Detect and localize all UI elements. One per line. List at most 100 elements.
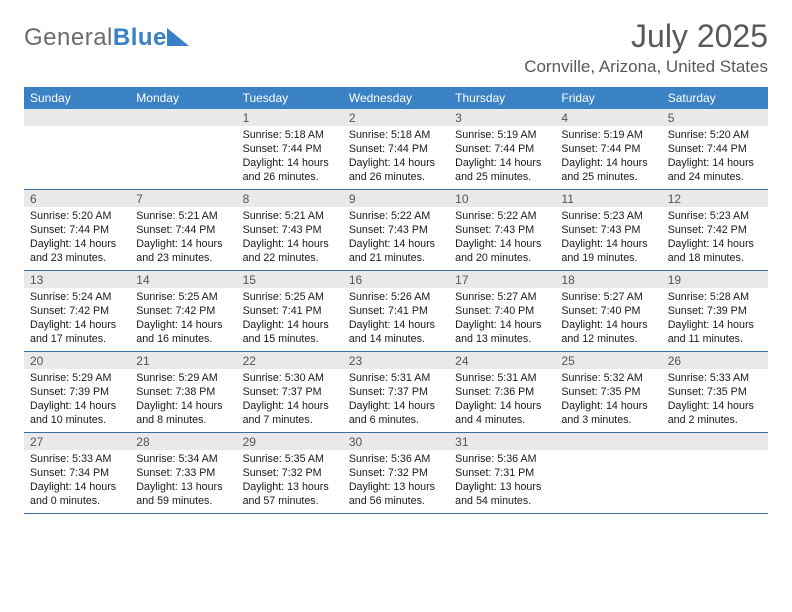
- daylight-line: Daylight: 13 hours and 57 minutes.: [243, 480, 339, 508]
- day-number: 20: [24, 352, 130, 369]
- weekday-label: Saturday: [662, 87, 768, 109]
- daylight-line: Daylight: 14 hours and 19 minutes.: [561, 237, 657, 265]
- day-details: Sunrise: 5:34 AMSunset: 7:33 PMDaylight:…: [130, 450, 236, 513]
- day-number: 16: [343, 271, 449, 288]
- calendar-day: 12Sunrise: 5:23 AMSunset: 7:42 PMDayligh…: [662, 190, 768, 270]
- sunrise-line: Sunrise: 5:30 AM: [243, 371, 339, 385]
- sunset-line: Sunset: 7:36 PM: [455, 385, 551, 399]
- sunrise-line: Sunrise: 5:36 AM: [455, 452, 551, 466]
- weekday-header-row: SundayMondayTuesdayWednesdayThursdayFrid…: [24, 87, 768, 109]
- day-details: Sunrise: 5:25 AMSunset: 7:42 PMDaylight:…: [130, 288, 236, 351]
- sunrise-line: Sunrise: 5:24 AM: [30, 290, 126, 304]
- calendar-day: 23Sunrise: 5:31 AMSunset: 7:37 PMDayligh…: [343, 352, 449, 432]
- sunrise-line: Sunrise: 5:31 AM: [455, 371, 551, 385]
- sunrise-line: Sunrise: 5:35 AM: [243, 452, 339, 466]
- day-number: 22: [237, 352, 343, 369]
- day-number: 26: [662, 352, 768, 369]
- day-number: 15: [237, 271, 343, 288]
- sunset-line: Sunset: 7:32 PM: [349, 466, 445, 480]
- day-number: 4: [555, 109, 661, 126]
- sunset-line: Sunset: 7:44 PM: [455, 142, 551, 156]
- daylight-line: Daylight: 14 hours and 10 minutes.: [30, 399, 126, 427]
- sunset-line: Sunset: 7:41 PM: [243, 304, 339, 318]
- day-number: [662, 433, 768, 450]
- sunset-line: Sunset: 7:33 PM: [136, 466, 232, 480]
- calendar: SundayMondayTuesdayWednesdayThursdayFrid…: [24, 87, 768, 514]
- day-number: [130, 109, 236, 126]
- calendar-day-empty: [24, 109, 130, 189]
- day-number: 10: [449, 190, 555, 207]
- day-number: 18: [555, 271, 661, 288]
- calendar-day: 31Sunrise: 5:36 AMSunset: 7:31 PMDayligh…: [449, 433, 555, 513]
- sunrise-line: Sunrise: 5:32 AM: [561, 371, 657, 385]
- sunset-line: Sunset: 7:42 PM: [30, 304, 126, 318]
- sunset-line: Sunset: 7:40 PM: [455, 304, 551, 318]
- daylight-line: Daylight: 14 hours and 7 minutes.: [243, 399, 339, 427]
- sunset-line: Sunset: 7:39 PM: [30, 385, 126, 399]
- day-number: 17: [449, 271, 555, 288]
- sunrise-line: Sunrise: 5:28 AM: [668, 290, 764, 304]
- sunset-line: Sunset: 7:38 PM: [136, 385, 232, 399]
- daylight-line: Daylight: 14 hours and 25 minutes.: [561, 156, 657, 184]
- day-details: Sunrise: 5:29 AMSunset: 7:38 PMDaylight:…: [130, 369, 236, 432]
- calendar-day: 13 Sunrise: 5:24 AMSunset: 7:42 PMDayligh…: [24, 271, 130, 351]
- sunset-line: Sunset: 7:40 PM: [561, 304, 657, 318]
- weekday-label: Wednesday: [343, 87, 449, 109]
- sunset-line: Sunset: 7:39 PM: [668, 304, 764, 318]
- day-details: Sunrise: 5:33 AMSunset: 7:35 PMDaylight:…: [662, 369, 768, 432]
- sunrise-line: Sunrise: 5:20 AM: [30, 209, 126, 223]
- day-number: 5: [662, 109, 768, 126]
- calendar-day: 1Sunrise: 5:18 AMSunset: 7:44 PMDaylight…: [237, 109, 343, 189]
- calendar-day: 14Sunrise: 5:25 AMSunset: 7:42 PMDayligh…: [130, 271, 236, 351]
- daylight-line: Daylight: 14 hours and 26 minutes.: [243, 156, 339, 184]
- weekday-label: Sunday: [24, 87, 130, 109]
- day-number: 31: [449, 433, 555, 450]
- sunset-line: Sunset: 7:43 PM: [349, 223, 445, 237]
- day-details: Sunrise: 5:36 AMSunset: 7:32 PMDaylight:…: [343, 450, 449, 513]
- day-number: [555, 433, 661, 450]
- calendar-day: 18Sunrise: 5:27 AMSunset: 7:40 PMDayligh…: [555, 271, 661, 351]
- day-details: Sunrise: 5:27 AMSunset: 7:40 PMDaylight:…: [449, 288, 555, 351]
- sunrise-line: Sunrise: 5:20 AM: [668, 128, 764, 142]
- calendar-day: 24Sunrise: 5:31 AMSunset: 7:36 PMDayligh…: [449, 352, 555, 432]
- brand-name-b: Blue: [113, 24, 167, 51]
- calendar-day: 10Sunrise: 5:22 AMSunset: 7:43 PMDayligh…: [449, 190, 555, 270]
- sunset-line: Sunset: 7:35 PM: [561, 385, 657, 399]
- day-details: Sunrise: 5:26 AMSunset: 7:41 PMDaylight:…: [343, 288, 449, 351]
- day-number: 12: [662, 190, 768, 207]
- daylight-line: Daylight: 14 hours and 17 minutes.: [30, 318, 126, 346]
- weeks-container: 1Sunrise: 5:18 AMSunset: 7:44 PMDaylight…: [24, 109, 768, 514]
- location-label: Cornville, Arizona, United States: [524, 57, 768, 77]
- day-details: Sunrise: 5:20 AMSunset: 7:44 PMDaylight:…: [662, 126, 768, 189]
- brand-sail-icon: [167, 28, 189, 46]
- sunrise-line: Sunrise: 5:21 AM: [136, 209, 232, 223]
- day-number: 7: [130, 190, 236, 207]
- calendar-day: 25Sunrise: 5:32 AMSunset: 7:35 PMDayligh…: [555, 352, 661, 432]
- calendar-day: 19Sunrise: 5:28 AMSunset: 7:39 PMDayligh…: [662, 271, 768, 351]
- day-number: 13: [24, 271, 130, 288]
- sunrise-line: Sunrise: 5:25 AM: [136, 290, 232, 304]
- day-details: Sunrise: 5:30 AMSunset: 7:37 PMDaylight:…: [237, 369, 343, 432]
- daylight-line: Daylight: 14 hours and 23 minutes.: [30, 237, 126, 265]
- day-number: 25: [555, 352, 661, 369]
- daylight-line: Daylight: 14 hours and 4 minutes.: [455, 399, 551, 427]
- day-details: Sunrise: 5:22 AMSunset: 7:43 PMDaylight:…: [343, 207, 449, 270]
- day-number: 21: [130, 352, 236, 369]
- day-number: 14: [130, 271, 236, 288]
- sunset-line: Sunset: 7:41 PM: [349, 304, 445, 318]
- calendar-day: 3Sunrise: 5:19 AMSunset: 7:44 PMDaylight…: [449, 109, 555, 189]
- weekday-label: Thursday: [449, 87, 555, 109]
- sunrise-line: Sunrise: 5:25 AM: [243, 290, 339, 304]
- day-number: 19: [662, 271, 768, 288]
- day-details: Sunrise: 5:29 AMSunset: 7:39 PMDaylight:…: [24, 369, 130, 432]
- day-number: 29: [237, 433, 343, 450]
- sunrise-line: Sunrise: 5:22 AM: [349, 209, 445, 223]
- calendar-week: 13Sunrise: 5:24 AMSunset: 7:42 PMDayligh…: [24, 271, 768, 352]
- sunrise-line: Sunrise: 5:29 AM: [136, 371, 232, 385]
- day-details: Sunrise: 5:35 AMSunset: 7:32 PMDaylight:…: [237, 450, 343, 513]
- day-details: Sunrise: 5:25 AMSunset: 7:41 PMDaylight:…: [237, 288, 343, 351]
- sunrise-line: Sunrise: 5:18 AM: [243, 128, 339, 142]
- sunrise-line: Sunrise: 5:34 AM: [136, 452, 232, 466]
- daylight-line: Daylight: 14 hours and 15 minutes.: [243, 318, 339, 346]
- daylight-line: Daylight: 14 hours and 21 minutes.: [349, 237, 445, 265]
